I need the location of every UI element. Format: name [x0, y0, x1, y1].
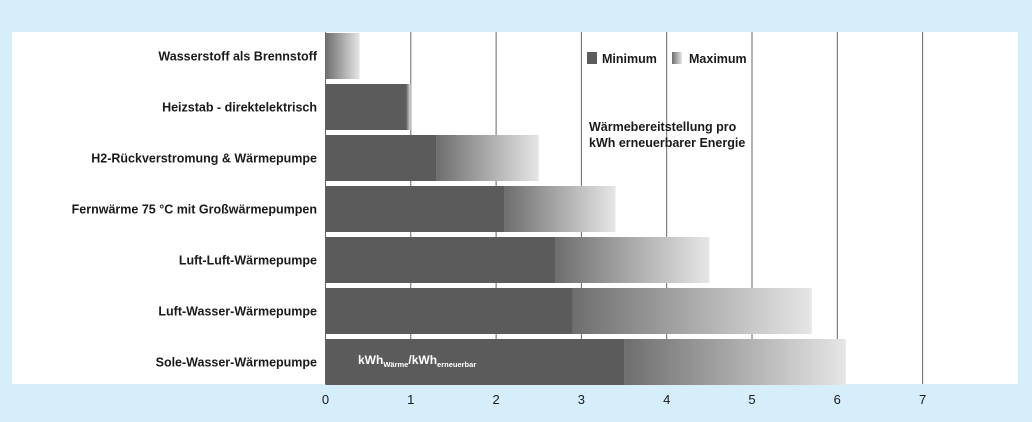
category-label-1: Heizstab - direktelektrisch: [162, 101, 317, 115]
category-label-3: Fernwärme 75 °C mit Großwärmepumpen: [72, 203, 317, 217]
unit-label: kWhWärme/kWherneuerbar: [358, 353, 476, 369]
tick-label-7: 7: [919, 392, 926, 407]
bar-minimum-3: [325, 186, 505, 232]
tick-label-6: 6: [834, 392, 841, 407]
bar-minimum-5: [325, 288, 573, 334]
tick-label-3: 3: [578, 392, 585, 407]
bar-maximum-1: [406, 84, 411, 130]
bar-maximum-3: [504, 186, 616, 232]
category-labels: Wasserstoff als Brennstoff Heizstab - dir…: [72, 50, 318, 370]
tick-label-4: 4: [663, 392, 670, 407]
bar-maximum-4: [555, 237, 710, 283]
legend-swatch-minimum: [587, 52, 597, 64]
legend: Minimum Maximum: [587, 52, 747, 66]
tick-label-2: 2: [492, 392, 499, 407]
bar-minimum-4: [325, 237, 556, 283]
x-axis-ticks: 0 1 2 3 4 5 6 7: [322, 392, 926, 407]
bar-maximum-5: [572, 288, 812, 334]
category-label-2: H2-Rückverstromung & Wärmepumpe: [91, 152, 317, 166]
bar-minimum-2: [325, 135, 437, 181]
annotation-line-1: Wärmebereitstellung pro: [589, 120, 737, 134]
bar-minimum-1: [325, 84, 407, 130]
legend-label-maximum: Maximum: [689, 52, 747, 66]
legend-swatch-maximum: [672, 52, 682, 64]
annotation: Wärmebereitstellung pro kWh erneuerbarer…: [589, 120, 745, 150]
category-label-0: Wasserstoff als Brennstoff: [158, 50, 317, 64]
annotation-line-2: kWh erneuerbarer Energie: [589, 136, 745, 150]
bar-maximum-6: [624, 339, 846, 385]
category-label-6: Sole-Wasser-Wärmepumpe: [156, 356, 317, 370]
tick-label-0: 0: [322, 392, 329, 407]
bar-maximum-0: [325, 33, 360, 79]
tick-label-1: 1: [407, 392, 414, 407]
bars: [325, 33, 846, 385]
legend-label-minimum: Minimum: [602, 52, 657, 66]
bar-minimum-6: [325, 339, 625, 385]
tick-label-5: 5: [748, 392, 755, 407]
bar-maximum-2: [436, 135, 539, 181]
category-label-4: Luft-Luft-Wärmepumpe: [179, 254, 317, 268]
category-label-5: Luft-Wasser-Wärmepumpe: [158, 305, 317, 319]
